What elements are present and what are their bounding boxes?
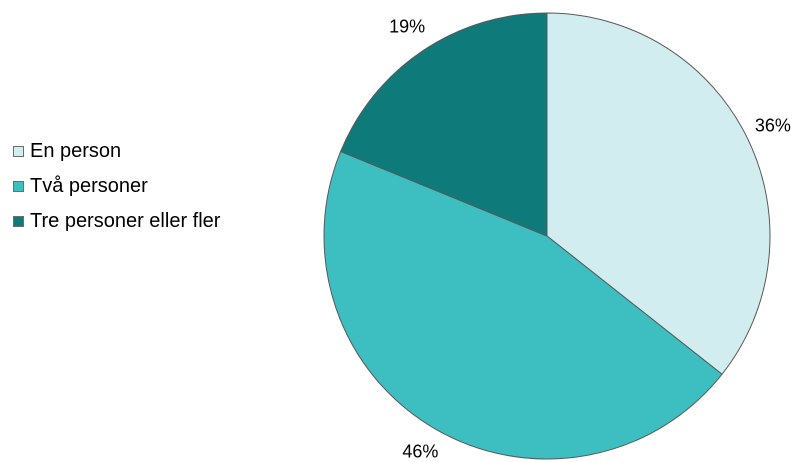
data-label-tre-personer: 19%	[389, 16, 425, 36]
legend-item-en-person: En person	[13, 134, 220, 169]
legend-swatch-tva-personer	[13, 181, 24, 192]
data-label-en-person: 36%	[755, 115, 791, 135]
pie-slice-tva-personer	[323, 150, 723, 460]
legend-item-tva-personer: Två personer	[13, 169, 220, 204]
legend-label-tre-personer: Tre personer eller fler	[30, 210, 221, 232]
legend-label-tva-personer: Två personer	[30, 175, 148, 197]
legend-label-en-person: En person	[30, 140, 122, 162]
chart-legend: En person Två personer Tre personer elle…	[13, 134, 220, 239]
legend-swatch-tre-personer	[13, 216, 24, 227]
pie-slice-en-person	[546, 12, 771, 375]
legend-item-tre-personer: Tre personer eller fler	[13, 204, 220, 239]
pie-slice-tre-personer	[339, 12, 548, 237]
data-label-tva-personer: 46%	[402, 441, 438, 461]
legend-swatch-en-person	[13, 146, 24, 157]
